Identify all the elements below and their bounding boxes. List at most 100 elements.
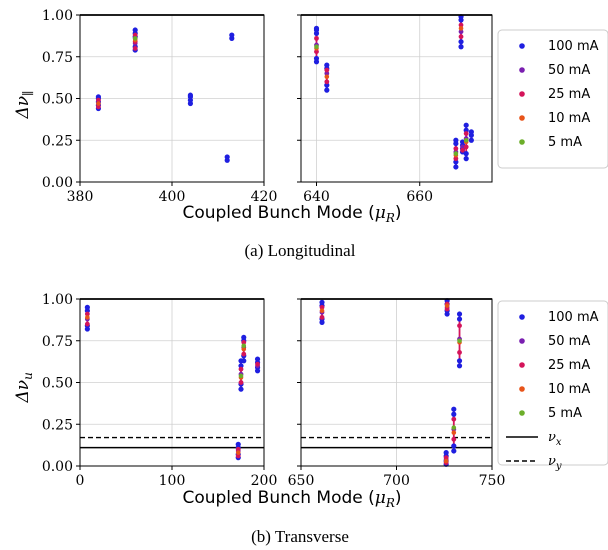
data-point — [241, 343, 247, 349]
legend-entry: 100 mA — [548, 39, 599, 54]
data-point — [458, 26, 464, 31]
data-point — [451, 406, 457, 412]
y-tick-label: 0.00 — [42, 175, 73, 191]
data-point — [319, 314, 325, 320]
data-point — [132, 32, 138, 38]
legend-marker — [519, 410, 525, 416]
data-point — [463, 122, 469, 128]
x-tick-label: 200 — [251, 473, 278, 489]
data-point — [324, 71, 330, 76]
data-point — [468, 129, 474, 135]
data-point — [314, 49, 319, 55]
data-point — [132, 46, 138, 51]
x-tick-label: 100 — [159, 473, 186, 489]
data-point — [324, 74, 330, 80]
x-tick-label: 420 — [251, 189, 278, 205]
data-point — [456, 358, 463, 364]
data-point — [463, 144, 469, 150]
data-point — [458, 44, 464, 50]
legend-marker — [519, 67, 525, 73]
legend-box — [497, 300, 608, 466]
legend-entry: 100 mA — [548, 310, 599, 325]
data-point — [235, 446, 241, 452]
legend-marker — [519, 139, 525, 145]
data-point — [460, 147, 465, 153]
data-point — [453, 146, 459, 152]
data-point — [84, 321, 90, 327]
x-tick-label: 400 — [159, 189, 186, 205]
data-point — [451, 443, 457, 449]
x-tick-label: 700 — [383, 473, 410, 489]
data-point — [241, 358, 247, 364]
data-point — [458, 22, 464, 28]
data-point — [443, 455, 449, 461]
data-point — [229, 32, 235, 38]
data-point — [324, 67, 330, 73]
data-point — [444, 303, 450, 308]
data-point — [224, 154, 230, 160]
legend-marker — [519, 115, 525, 121]
data-point — [235, 453, 241, 459]
data-point — [241, 334, 247, 341]
data-point — [235, 450, 241, 455]
data-point — [456, 311, 463, 317]
panel-a-1: 380 400 420 0.00 0.25 0.50 0.75 1.00 — [42, 8, 278, 205]
legend-marker — [519, 91, 525, 97]
x-tick-label: 0 — [76, 473, 85, 489]
legend-marker — [519, 362, 525, 368]
data-point — [457, 350, 462, 355]
data-point — [451, 411, 457, 417]
y-tick-label: 0.50 — [42, 376, 73, 392]
data-point — [84, 311, 90, 317]
data-point — [241, 340, 247, 345]
data-point — [255, 361, 260, 367]
data-point — [241, 351, 247, 357]
data-point — [458, 34, 464, 40]
data-point — [96, 104, 101, 110]
data-point — [463, 151, 469, 157]
data-point — [463, 131, 469, 136]
data-point — [319, 308, 325, 313]
panel-b-2: 650 700 750 — [288, 298, 506, 489]
data-point — [457, 323, 462, 329]
y-tick-label: 0.75 — [42, 50, 73, 66]
legend: 100 mA 50 mA 25 mA 10 mA 5 mA — [497, 29, 608, 169]
data-point — [458, 29, 464, 35]
data-point — [459, 139, 466, 145]
data-point — [458, 39, 464, 45]
legend-entry: 50 mA — [548, 334, 590, 349]
data-point — [443, 450, 449, 456]
data-point — [238, 380, 244, 385]
x-tick-label: 660 — [406, 189, 433, 205]
panel-b-1: 0 100 200 0.00 0.25 0.50 0.75 1.00 — [42, 292, 278, 489]
data-point — [457, 338, 462, 344]
x-axis-label: Coupled Bunch Mode (μR) — [182, 203, 401, 225]
data-point — [451, 430, 457, 435]
data-point — [238, 373, 244, 379]
data-point — [85, 315, 90, 320]
legend-box — [497, 29, 608, 169]
caption: (a) Longitudinal — [245, 241, 356, 260]
data-point — [453, 137, 459, 143]
y-tick-label: 1.00 — [42, 8, 73, 24]
data-point — [313, 25, 320, 31]
data-point — [96, 97, 101, 103]
legend-marker — [519, 43, 525, 49]
data-point — [132, 27, 138, 33]
legend-entry: 25 mA — [548, 87, 590, 102]
data-point — [444, 306, 450, 312]
y-tick-label: 0.75 — [42, 334, 73, 350]
x-tick-label: 750 — [479, 473, 506, 489]
legend-marker — [519, 314, 525, 320]
x-tick-label: 650 — [288, 473, 315, 489]
data-point — [238, 386, 244, 392]
data-point — [451, 416, 457, 422]
data-point — [132, 36, 138, 41]
data-point — [460, 144, 465, 150]
data-point — [254, 356, 261, 362]
legend-entry: 10 mA — [548, 111, 590, 126]
data-point — [453, 164, 459, 170]
data-point — [319, 304, 325, 310]
data-point — [96, 101, 101, 106]
